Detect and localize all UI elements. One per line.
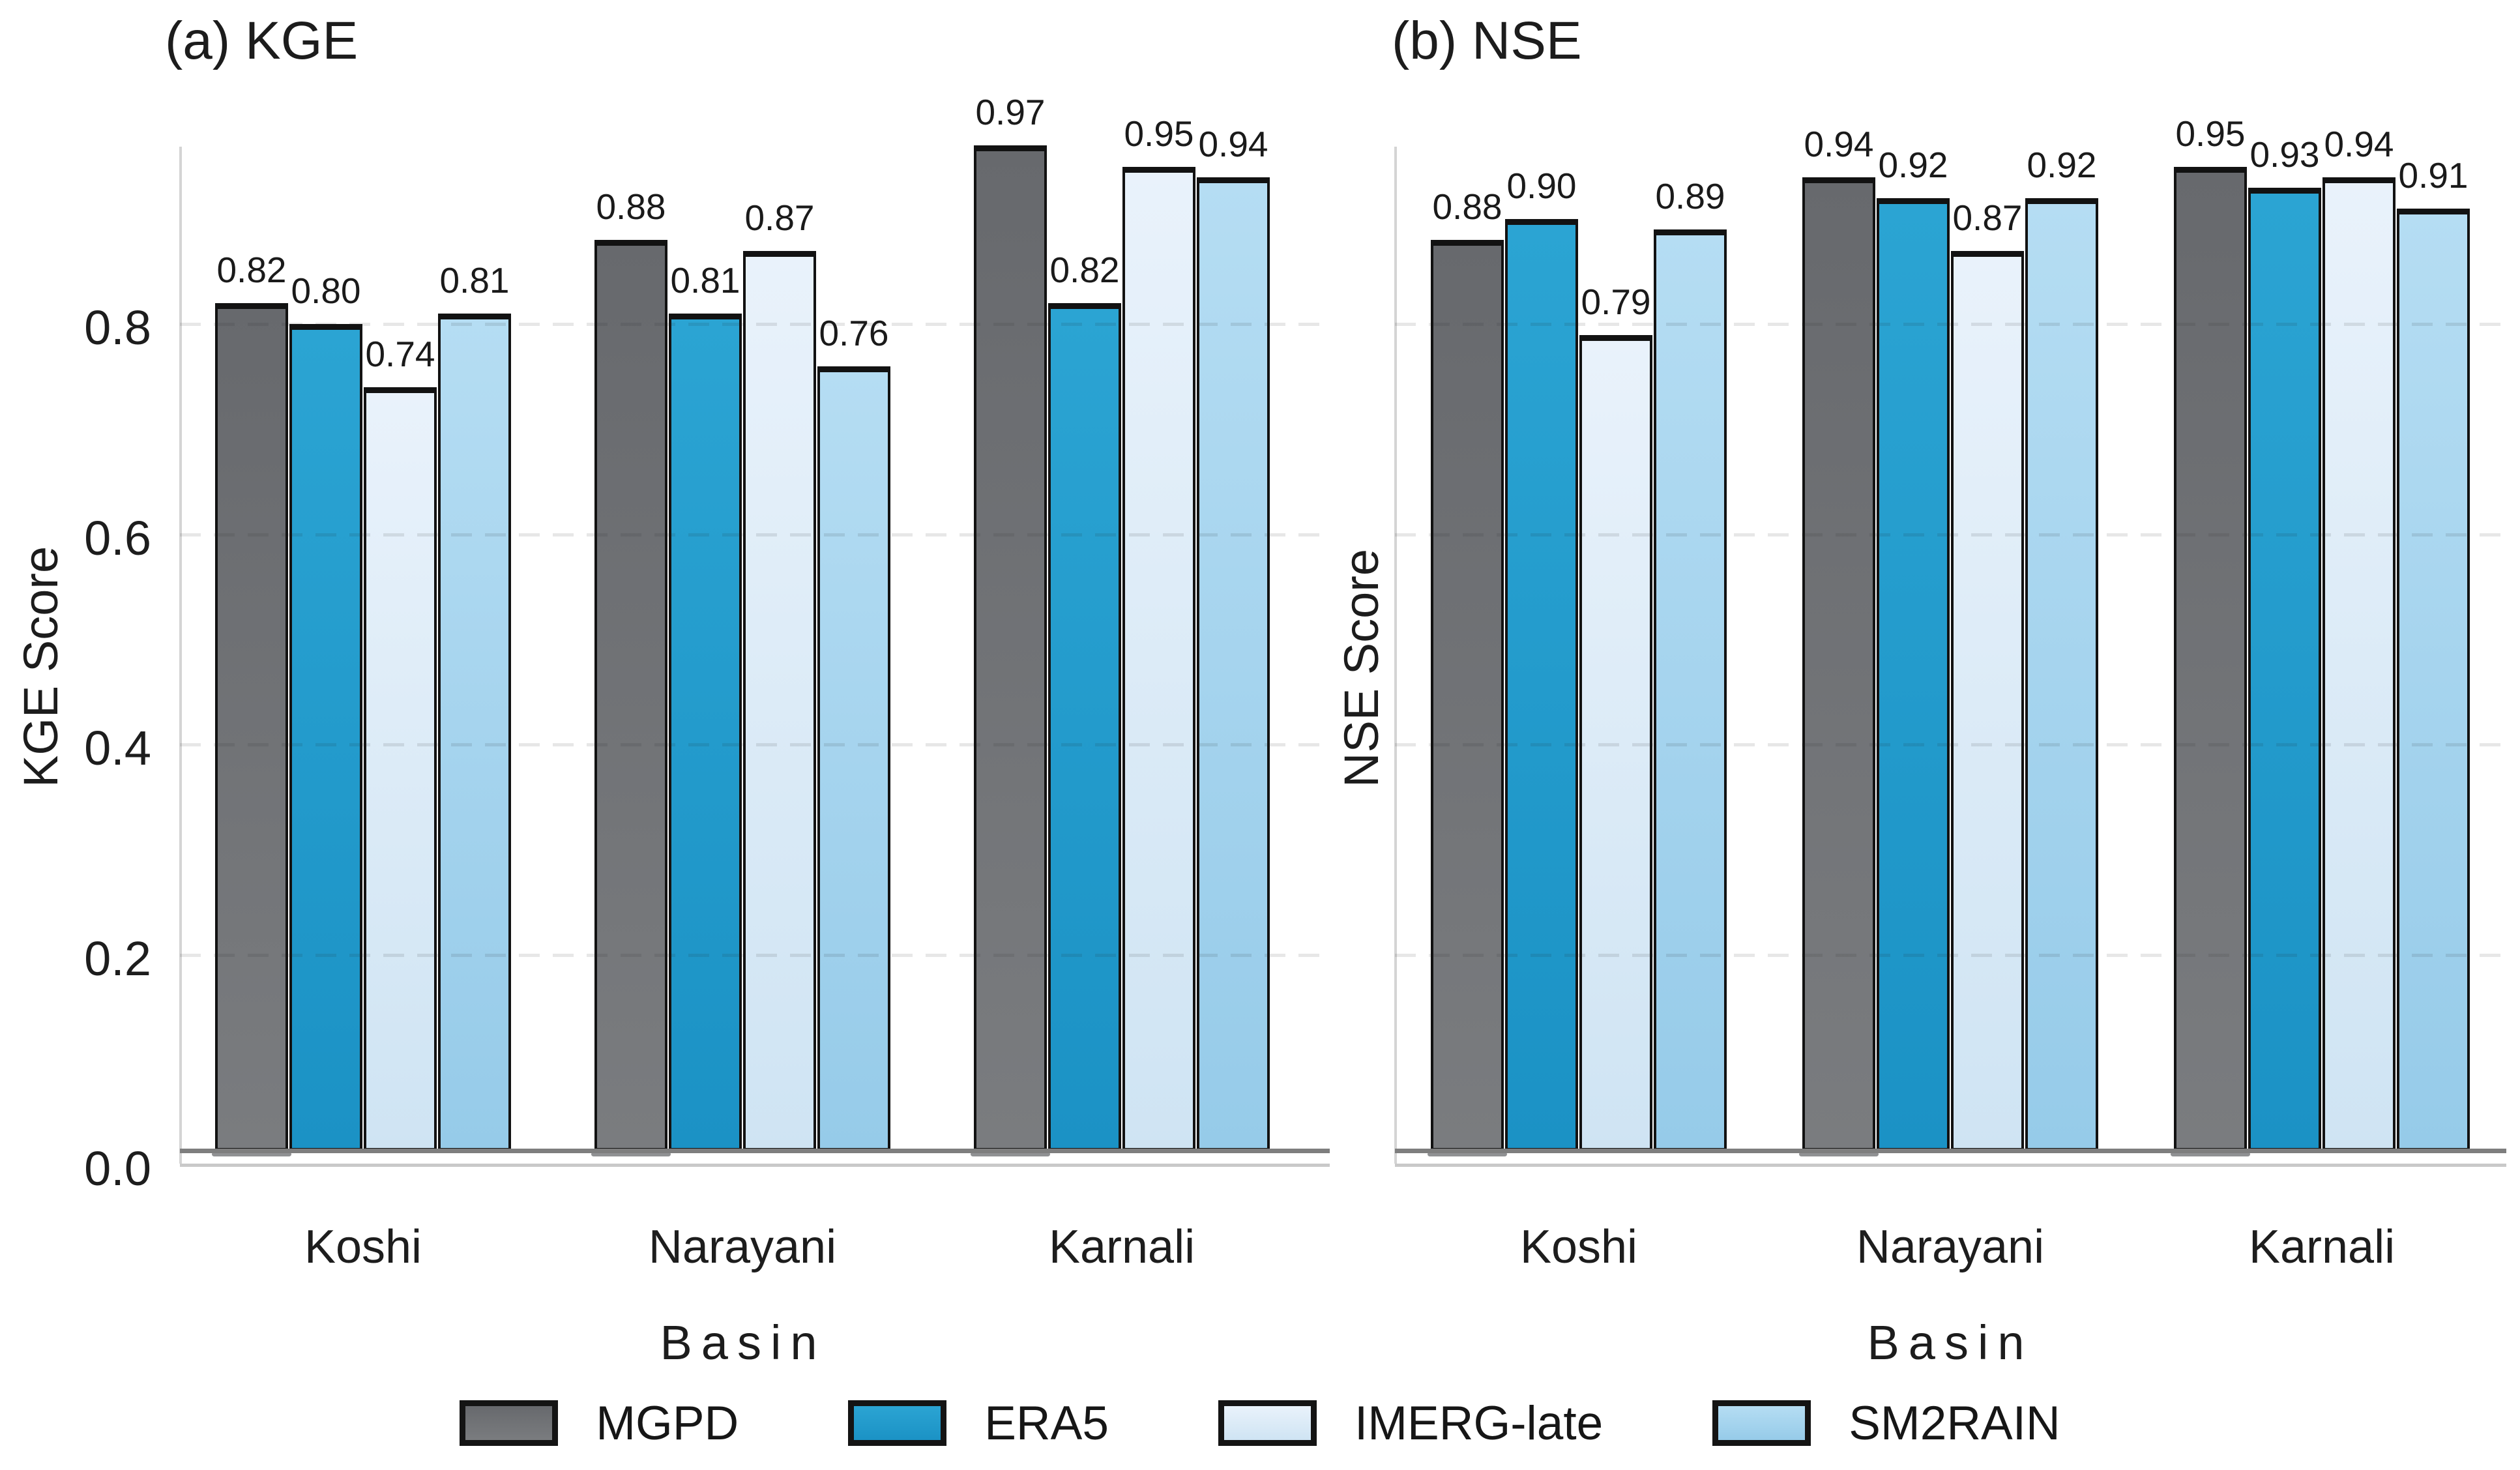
bar-value-label: 0.89: [1655, 176, 1725, 217]
panel-a-left-spine: [179, 147, 182, 1164]
bar-imerg-late-narayani: [743, 250, 816, 1151]
bar-value-label: 0.81: [670, 260, 740, 301]
legend-swatch-imerg-late: [1218, 1400, 1317, 1446]
bar-value-label: 0.90: [1506, 166, 1577, 207]
panel-a-ytick-0.0: 0.0: [84, 1141, 151, 1196]
bar-shadow-mgpd: [971, 1152, 1050, 1156]
bar-imerg-late-koshi: [364, 387, 437, 1151]
panel-a-ytick-0.4: 0.4: [84, 721, 151, 775]
panel-b-gridline-0.4: [1395, 743, 2506, 747]
legend: MGPD ERA5 IMERG-late SM2RAIN: [0, 1387, 2520, 1459]
bar-value-label: 0.82: [1049, 250, 1120, 291]
panel-a-ytick-0.6: 0.6: [84, 511, 151, 565]
panel-a-ytick-0.8: 0.8: [84, 301, 151, 355]
bar-era5-koshi: [1505, 219, 1578, 1151]
panel-b-x-axis-label: Basin: [1867, 1316, 2034, 1370]
panel-a-xtick-koshi: Koshi: [304, 1221, 422, 1273]
panel-b-gridline-0.8: [1395, 323, 2506, 327]
bar-era5-koshi: [289, 324, 362, 1151]
bar-sm2rain-koshi: [1654, 229, 1727, 1151]
legend-item-sm2rain: SM2RAIN: [1712, 1396, 2060, 1450]
bar-mgpd-narayani: [594, 240, 667, 1151]
bar-sm2rain-narayani: [817, 366, 890, 1151]
panel-b-xtick-koshi: Koshi: [1519, 1221, 1638, 1273]
bar-value-label: 0.80: [291, 271, 361, 312]
bar-value-label: 0.88: [596, 186, 666, 228]
panel-b-title: (b) NSE: [1392, 11, 1582, 70]
panel-b-xtick-karnali: Karnali: [2248, 1221, 2395, 1273]
panel-a-bottom-spine: [180, 1164, 1330, 1167]
bar-sm2rain-karnali: [2397, 209, 2470, 1151]
bar-era5-narayani: [669, 314, 742, 1151]
bar-mgpd-karnali: [2174, 166, 2247, 1151]
legend-swatch-sm2rain: [1712, 1400, 1811, 1446]
bar-value-label: 0.95: [1124, 113, 1194, 154]
bar-shadow-mgpd: [591, 1152, 671, 1156]
bar-mgpd-karnali: [974, 145, 1047, 1151]
bar-sm2rain-karnali: [1197, 177, 1270, 1151]
panel-b-gridline-0.6: [1395, 533, 2506, 537]
panel-a-gridline-0.6: [180, 533, 1330, 537]
bar-value-label: 0.92: [2027, 144, 2097, 185]
panel-a-gridline-0.8: [180, 323, 1330, 327]
bar-sm2rain-koshi: [438, 314, 511, 1151]
panel-a-xtick-narayani: Narayani: [648, 1221, 837, 1273]
bar-value-label: 0.82: [216, 250, 287, 291]
bar-value-label: 0.94: [2324, 123, 2394, 164]
bar-value-label: 0.97: [975, 92, 1046, 133]
panel-b-bottom-spine: [1395, 1164, 2506, 1167]
panel-b-gridline-0.2: [1395, 953, 2506, 957]
legend-item-era5: ERA5: [848, 1396, 1109, 1450]
bar-era5-narayani: [1877, 198, 1950, 1151]
panel-b-y-axis-label: NSE Score: [1334, 548, 1388, 787]
bar-shadow-mgpd: [212, 1152, 291, 1156]
bar-era5-karnali: [2248, 187, 2321, 1151]
bar-value-label: 0.79: [1581, 281, 1651, 322]
bar-value-label: 0.94: [1198, 123, 1268, 164]
bar-shadow-mgpd: [1428, 1152, 1507, 1156]
legend-item-mgpd: MGPD: [460, 1396, 739, 1450]
bar-value-label: 0.88: [1432, 186, 1502, 228]
panel-b-left-spine: [1394, 147, 1397, 1164]
bar-value-label: 0.76: [819, 312, 889, 353]
legend-label-imerg-late: IMERG-late: [1354, 1396, 1604, 1450]
bar-era5-karnali: [1048, 303, 1121, 1151]
bar-mgpd-koshi: [215, 303, 288, 1151]
panel-a-title: (a) KGE: [165, 11, 359, 70]
panel-a-xtick-karnali: Karnali: [1048, 1221, 1195, 1273]
bar-value-label: 0.87: [744, 197, 815, 238]
panel-a-ytick-0.2: 0.2: [84, 932, 151, 986]
bar-imerg-late-narayani: [1951, 250, 2024, 1151]
bar-value-label: 0.92: [1878, 144, 1948, 185]
panel-a-bar-baseline: [180, 1149, 1330, 1153]
legend-label-sm2rain: SM2RAIN: [1849, 1396, 2060, 1450]
panel-b-bar-baseline: [1395, 1149, 2506, 1153]
legend-label-era5: ERA5: [984, 1396, 1109, 1450]
legend-label-mgpd: MGPD: [596, 1396, 739, 1450]
bar-imerg-late-karnali: [1122, 166, 1195, 1151]
panel-b-xtick-narayani: Narayani: [1856, 1221, 2045, 1273]
bar-value-label: 0.74: [365, 334, 435, 375]
bar-shadow-mgpd: [1799, 1152, 1879, 1156]
panel-a-gridline-0.4: [180, 743, 1330, 747]
bar-value-label: 0.87: [1952, 197, 2023, 238]
legend-item-imerg-late: IMERG-late: [1218, 1396, 1603, 1450]
panel-a-x-axis-label: Basin: [660, 1316, 827, 1370]
legend-swatch-mgpd: [460, 1400, 559, 1446]
bar-value-label: 0.94: [1804, 123, 1874, 164]
bar-imerg-late-karnali: [2322, 177, 2395, 1151]
legend-swatch-era5: [848, 1400, 947, 1446]
bar-sm2rain-narayani: [2025, 198, 2098, 1151]
bar-value-label: 0.93: [2249, 134, 2320, 175]
bar-mgpd-koshi: [1431, 240, 1504, 1151]
bar-mgpd-narayani: [1802, 177, 1875, 1151]
panel-a-gridline-0.2: [180, 953, 1330, 957]
bar-value-label: 0.95: [2175, 113, 2246, 154]
bar-imerg-late-koshi: [1579, 334, 1652, 1151]
bar-shadow-mgpd: [2171, 1152, 2250, 1156]
bar-value-label: 0.81: [439, 260, 510, 301]
bar-value-label: 0.91: [2398, 155, 2469, 196]
